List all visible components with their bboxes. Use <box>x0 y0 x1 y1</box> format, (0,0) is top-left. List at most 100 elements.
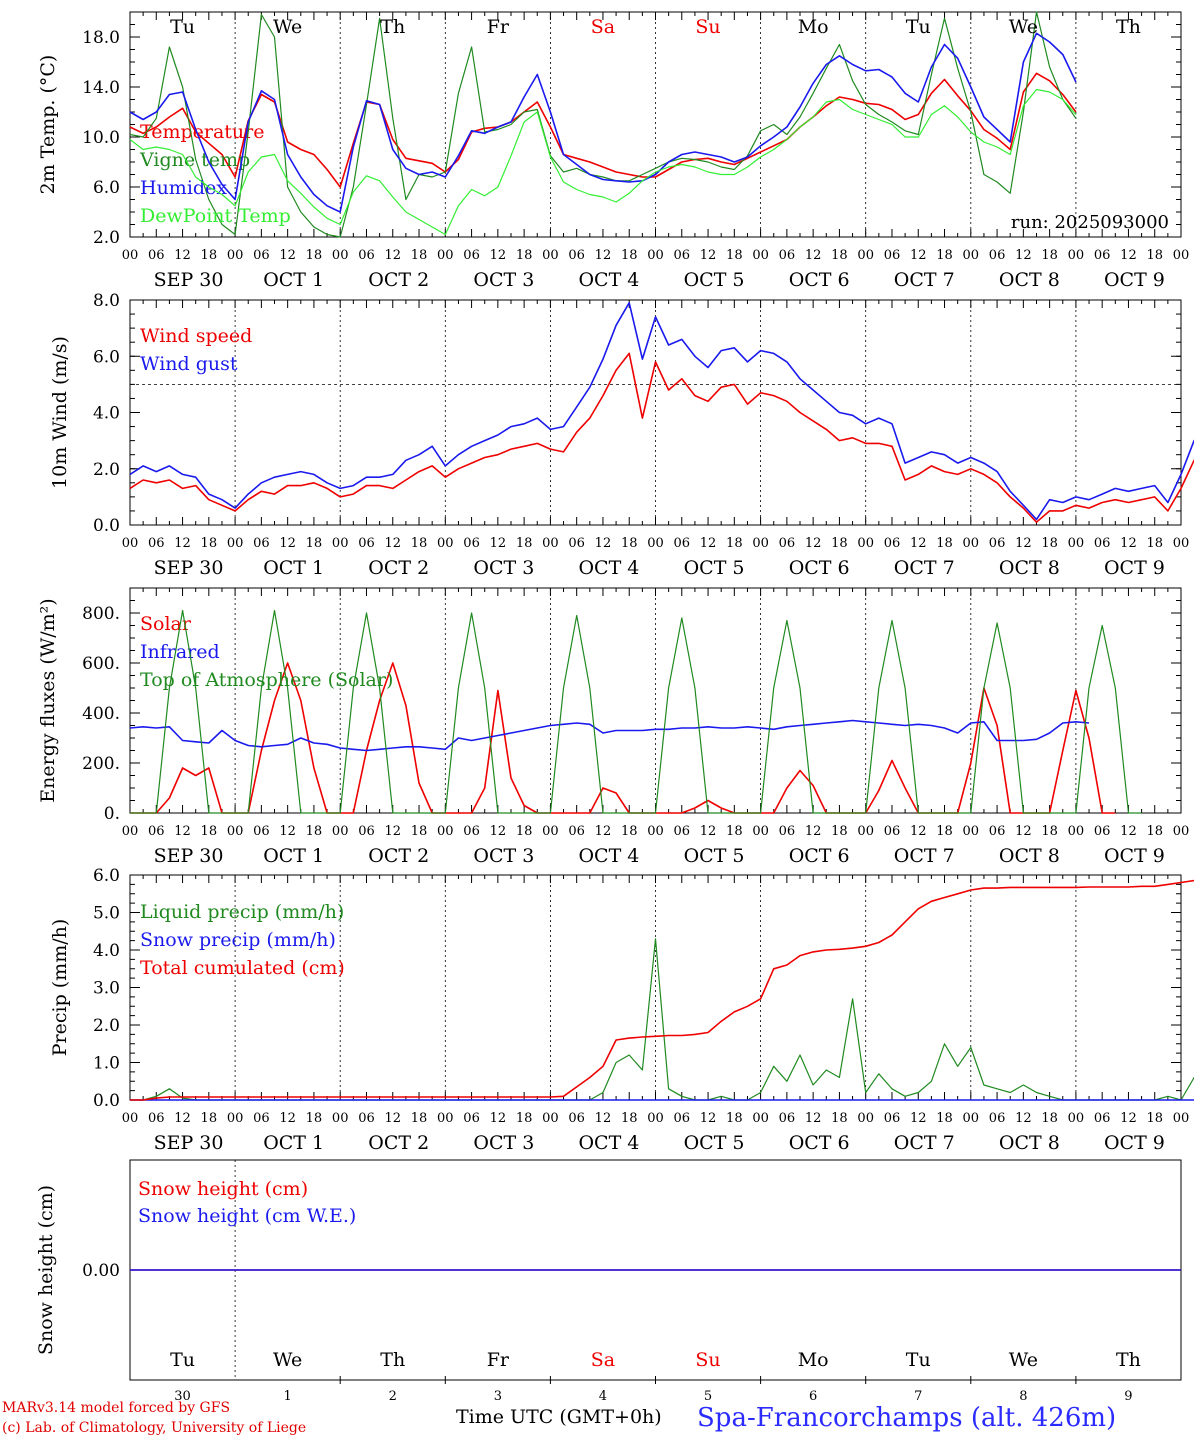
x-hour-label: 00 <box>227 1111 244 1126</box>
x-hour-label: 06 <box>148 536 165 551</box>
x-date-label: SEP 30 <box>154 845 224 867</box>
day-number-label: 1 <box>284 1389 292 1404</box>
x-hour-label: 18 <box>306 248 323 263</box>
legend-entry: Vigne temp <box>139 149 250 171</box>
x-hour-label: 00 <box>647 824 664 839</box>
x-hour-label: 00 <box>1173 824 1190 839</box>
x-hour-label: 18 <box>1041 248 1058 263</box>
x-hour-label: 18 <box>201 824 218 839</box>
y-tick-label: 14.0 <box>82 78 120 98</box>
x-hour-label: 06 <box>674 824 691 839</box>
station-title: Spa-Francorchamps (alt. 426m) <box>697 1403 1117 1433</box>
day-label-top: Su <box>695 16 720 38</box>
x-hour-label: 06 <box>463 824 480 839</box>
legend-entry: Snow height (cm) <box>138 1178 308 1200</box>
day-label-bottom: Tu <box>906 1349 931 1371</box>
x-hour-label: 18 <box>201 1111 218 1126</box>
y-tick-label: 2.0 <box>93 228 120 248</box>
x-hour-label: 12 <box>595 1111 612 1126</box>
x-hour-label: 18 <box>411 1111 428 1126</box>
x-hour-label: 18 <box>516 248 533 263</box>
x-hour-label: 00 <box>437 248 454 263</box>
x-hour-label: 00 <box>1173 1111 1190 1126</box>
x-date-label: OCT 6 <box>789 845 850 867</box>
x-hour-label: 00 <box>963 248 980 263</box>
x-hour-label: 00 <box>1173 248 1190 263</box>
x-hour-label: 18 <box>306 824 323 839</box>
x-date-label: OCT 4 <box>578 557 639 579</box>
day-label-top: Fr <box>487 16 510 38</box>
x-hour-label: 00 <box>1068 1111 1085 1126</box>
x-hour-label: 06 <box>674 1111 691 1126</box>
x-date-label: SEP 30 <box>154 557 224 579</box>
x-hour-label: 12 <box>490 1111 507 1126</box>
legend-entry: Snow precip (mm/h) <box>140 929 336 951</box>
x-date-label: OCT 6 <box>789 1132 850 1154</box>
day-label-bottom: Th <box>1116 1349 1141 1371</box>
x-hour-label: 00 <box>1173 536 1190 551</box>
x-hour-label: 18 <box>411 248 428 263</box>
day-label-bottom: Tu <box>170 1349 195 1371</box>
x-hour-label: 00 <box>857 824 874 839</box>
x-hour-label: 00 <box>1068 248 1085 263</box>
x-hour-label: 18 <box>621 824 638 839</box>
x-date-label: OCT 4 <box>578 845 639 867</box>
x-hour-label: 06 <box>568 824 585 839</box>
y-tick-label: 1.0 <box>93 1054 120 1074</box>
y-axis-label: Snow height (cm) <box>35 1185 57 1355</box>
legend-entry: Wind gust <box>140 353 238 375</box>
day-label-top: We <box>273 16 302 38</box>
legend-entry: Snow height (cm W.E.) <box>138 1205 356 1227</box>
x-hour-label: 00 <box>752 824 769 839</box>
x-hour-label: 18 <box>516 536 533 551</box>
x-hour-label: 12 <box>490 824 507 839</box>
x-hour-label: 06 <box>1094 1111 1111 1126</box>
x-hour-label: 18 <box>516 1111 533 1126</box>
x-hour-label: 06 <box>884 536 901 551</box>
day-label-bottom: We <box>273 1349 302 1371</box>
x-date-label: OCT 1 <box>263 845 324 867</box>
x-hour-label: 06 <box>568 536 585 551</box>
x-date-label: OCT 6 <box>789 557 850 579</box>
x-hour-label: 18 <box>936 1111 953 1126</box>
x-hour-label: 18 <box>1041 536 1058 551</box>
x-hour-label: 12 <box>174 536 191 551</box>
x-hour-label: 00 <box>332 1111 349 1126</box>
x-hour-label: 12 <box>910 1111 927 1126</box>
x-hour-label: 00 <box>437 824 454 839</box>
x-hour-label: 12 <box>1015 824 1032 839</box>
y-tick-label: 6.0 <box>93 866 120 886</box>
day-number-label: 30 <box>174 1389 191 1404</box>
x-hour-label: 12 <box>1120 536 1137 551</box>
x-date-label: OCT 1 <box>263 269 324 291</box>
day-number-label: 8 <box>1019 1389 1027 1404</box>
x-hour-label: 00 <box>122 824 139 839</box>
x-hour-label: 00 <box>227 536 244 551</box>
x-hour-label: 06 <box>463 1111 480 1126</box>
x-hour-label: 12 <box>595 248 612 263</box>
x-hour-label: 18 <box>621 536 638 551</box>
x-axis-label: Time UTC (GMT+0h) <box>456 1406 662 1428</box>
x-hour-label: 18 <box>936 824 953 839</box>
x-hour-label: 00 <box>542 824 559 839</box>
footer-model-credit: MARv3.14 model forced by GFS <box>2 1400 231 1416</box>
x-hour-label: 00 <box>332 536 349 551</box>
x-hour-label: 12 <box>279 1111 296 1126</box>
day-number-label: 2 <box>389 1389 397 1404</box>
y-axis-label: 2m Temp. (°C) <box>37 55 59 195</box>
x-hour-label: 00 <box>1068 824 1085 839</box>
x-hour-label: 00 <box>542 536 559 551</box>
x-hour-label: 06 <box>884 1111 901 1126</box>
x-date-label: OCT 8 <box>999 557 1060 579</box>
x-hour-label: 12 <box>279 824 296 839</box>
x-hour-label: 00 <box>332 824 349 839</box>
x-hour-label: 00 <box>963 824 980 839</box>
x-hour-label: 12 <box>1120 1111 1137 1126</box>
x-hour-label: 06 <box>1094 536 1111 551</box>
x-date-label: OCT 7 <box>894 1132 955 1154</box>
x-hour-label: 12 <box>805 824 822 839</box>
y-tick-label: 0.00 <box>82 1261 120 1281</box>
x-date-label: SEP 30 <box>154 1132 224 1154</box>
x-date-label: OCT 8 <box>999 1132 1060 1154</box>
